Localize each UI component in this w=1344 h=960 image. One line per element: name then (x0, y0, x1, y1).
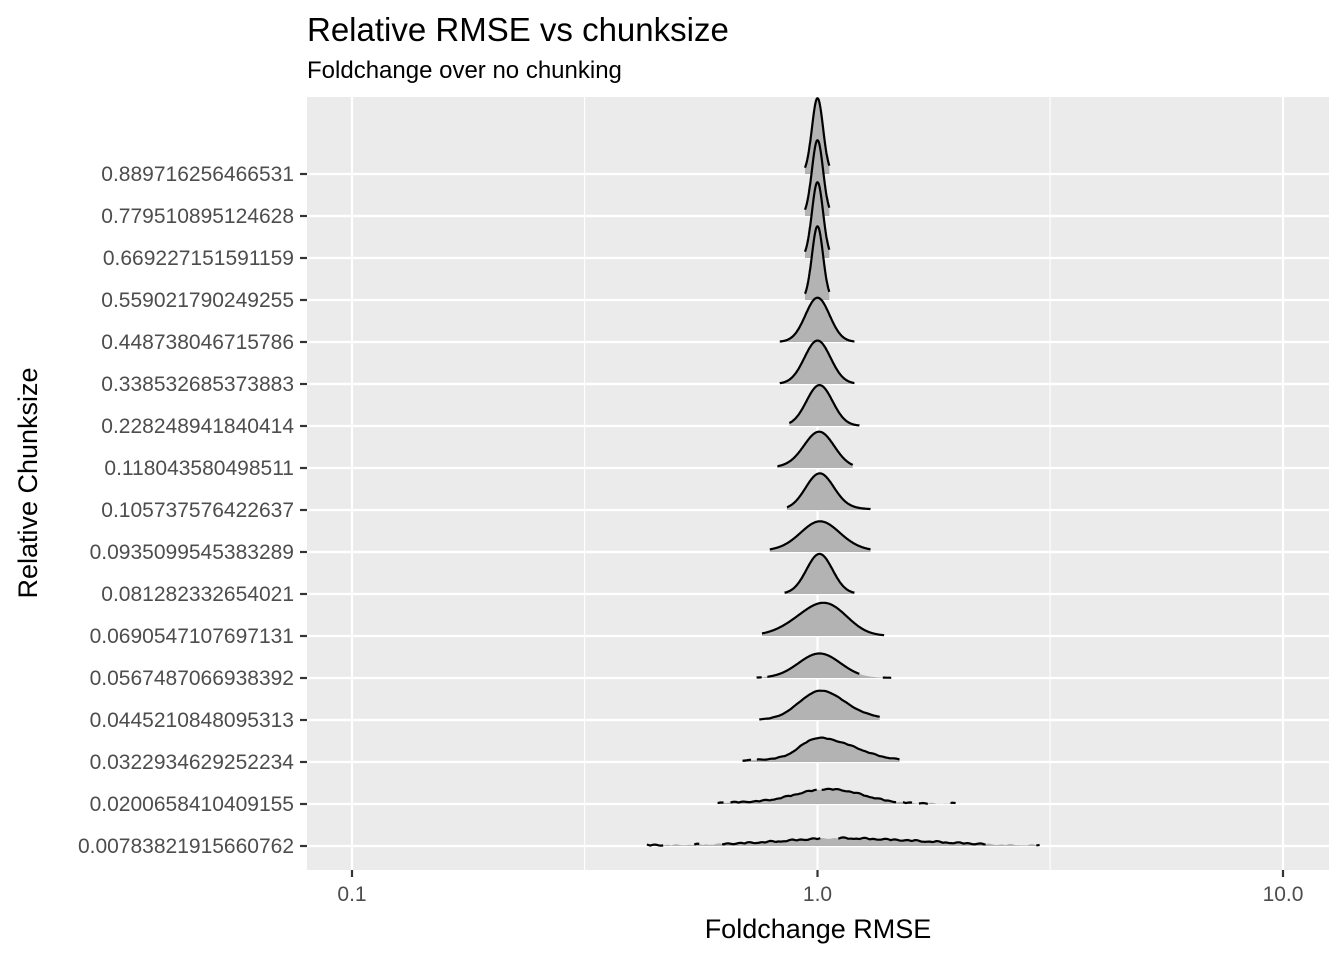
minor-gridlines (584, 97, 1051, 870)
ridge-line (821, 787, 897, 804)
y-tick-label: 0.118043580498511 (104, 457, 294, 480)
density-ridges (646, 97, 1040, 847)
ridge-fill (762, 602, 885, 636)
ridge-line (779, 339, 856, 385)
y-tick-label: 0.0567487066938392 (90, 667, 294, 690)
y-tick-label: 0.669227151591159 (103, 247, 294, 270)
ridge-line (758, 689, 881, 721)
ridge-fill (742, 737, 900, 762)
ridge-fill (756, 653, 892, 678)
ridge-line (783, 552, 856, 594)
y-tick-label: 0.105737576422637 (101, 499, 294, 522)
y-tick-label: 0.0200658410409155 (90, 793, 294, 816)
ridge-fill (779, 340, 855, 384)
y-axis-title: Relative Chunksize (13, 367, 43, 598)
ridge-fill (777, 431, 853, 468)
y-tick-label: 0.559021790249255 (101, 289, 294, 312)
ridge-line (717, 801, 724, 805)
y-tick-label: 0.448738046715786 (101, 331, 294, 354)
ridge-line (776, 430, 854, 468)
chart-subtitle: Foldchange over no chunking (307, 57, 622, 84)
y-axis: 0.00783821915660762 0.0200658410409155 0.0… (78, 163, 307, 858)
ridge-fill (759, 690, 880, 720)
y-tick-label: 0.0935099545383289 (90, 541, 294, 564)
ridge-fill (805, 98, 830, 174)
ridge-line (769, 520, 872, 551)
y-tick-label: 0.779510895124628 (101, 205, 294, 228)
ridge-line (804, 225, 831, 295)
y-tick-label: 0.338532685373883 (101, 373, 294, 396)
ridge-line (803, 97, 831, 169)
ridge-line (902, 801, 913, 805)
ridge-line (646, 843, 664, 847)
x-tick-label: 10.0 (1263, 883, 1304, 906)
ridge-fill (805, 140, 830, 216)
ridge-line (918, 801, 929, 805)
x-axis-title: Foldchange RMSE (705, 914, 932, 944)
y-tick-label: 0.889716256466531 (101, 163, 294, 186)
ridge-fill (805, 226, 830, 300)
ridge-line (788, 384, 861, 427)
x-axis: 0.1 1.0 10.0 (337, 870, 1303, 906)
chart-title: Relative RMSE vs chunksize (307, 11, 729, 48)
ridge-line (721, 837, 821, 846)
x-tick-label: 0.1 (337, 883, 366, 906)
x-tick-label: 1.0 (803, 883, 832, 906)
ridge-line (766, 652, 860, 678)
ridge-fill (717, 788, 956, 804)
y-tick-label: 0.0690547107697131 (90, 625, 294, 648)
ridge-line (730, 788, 817, 804)
ridge-line (761, 601, 885, 637)
y-tick-label: 0.00783821915660762 (78, 835, 294, 858)
ridge-line (803, 181, 831, 253)
ridge-fill (789, 385, 860, 426)
ridge-line (742, 758, 752, 762)
ridge-line (803, 139, 831, 211)
ridge-fill (805, 182, 830, 258)
ridge-line (693, 842, 700, 846)
ridge-line (779, 296, 856, 343)
ridge-fill (769, 521, 871, 552)
ridge-fill (784, 553, 855, 594)
y-tick-label: 0.228248941840414 (101, 415, 294, 438)
y-tick-label: 0.0445210848095313 (90, 709, 294, 732)
ridge-line (786, 472, 872, 511)
y-tick-label: 0.0322934629252234 (90, 751, 295, 774)
ridge-line (756, 736, 900, 761)
ridge-fill (787, 473, 871, 510)
ridge-line (1036, 843, 1040, 847)
ridge-line (837, 836, 986, 846)
y-tick-label: 0.081282332654021 (101, 583, 294, 606)
